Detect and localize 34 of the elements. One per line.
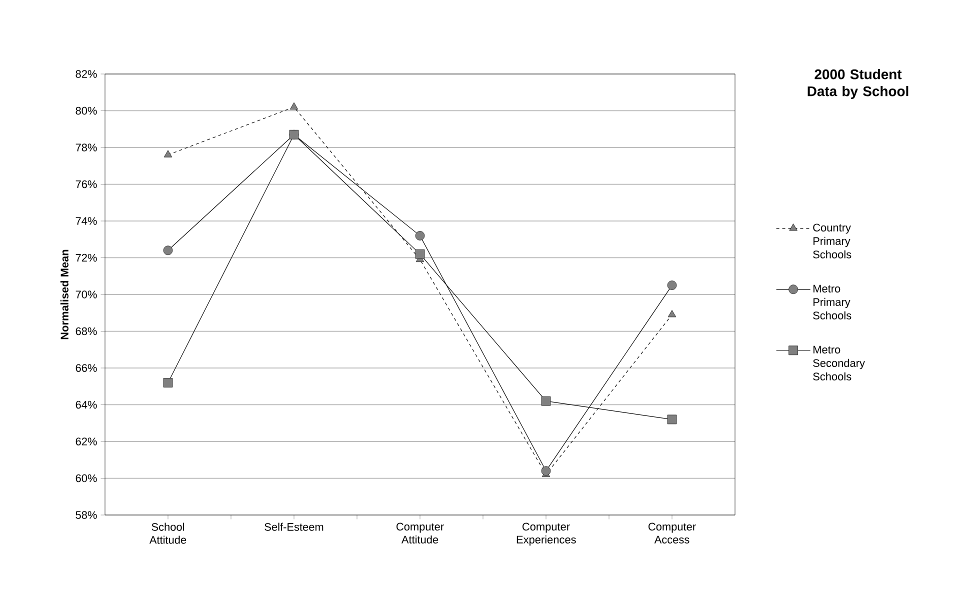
y-tick-label: 78%	[76, 144, 97, 152]
y-axis-title: Normalised Mean	[60, 250, 68, 340]
x-tick-label: Self-Esteem	[264, 522, 324, 531]
y-tick-label: 82%	[76, 70, 97, 78]
y-tick-label: 62%	[76, 438, 97, 446]
legend-label: Country Primary Schools	[813, 224, 852, 258]
point	[415, 230, 425, 240]
legend-label: Metro Primary Schools	[813, 284, 852, 320]
point	[163, 378, 173, 388]
y-tick-label: 70%	[76, 290, 97, 298]
x-tick-label: Computer Experiences	[516, 522, 576, 546]
x-tick-label: School Attitude	[149, 522, 186, 544]
point	[163, 246, 173, 256]
y-tick-label: 58%	[76, 511, 97, 519]
point	[164, 150, 172, 158]
point	[668, 310, 676, 318]
legend-title: 2000 Student Data by School	[808, 69, 908, 99]
y-tick-label: 74%	[76, 217, 97, 225]
x-tick-label: Computer Access	[648, 522, 696, 544]
point	[667, 414, 677, 424]
legend-label: Metro Secondary Schools	[813, 346, 865, 380]
point	[541, 396, 551, 406]
point	[667, 280, 677, 290]
point	[541, 466, 551, 476]
x-tick-label: Computer Attitude	[396, 522, 444, 544]
point	[290, 102, 298, 110]
point	[415, 249, 425, 259]
y-tick-label: 72%	[76, 254, 97, 262]
y-tick-label: 66%	[76, 364, 97, 372]
y-tick-label: 68%	[76, 327, 97, 336]
y-tick-label: 60%	[76, 474, 97, 482]
y-tick-label: 76%	[76, 180, 97, 188]
y-tick-label: 80%	[76, 106, 97, 115]
y-tick-label: 64%	[76, 400, 97, 409]
